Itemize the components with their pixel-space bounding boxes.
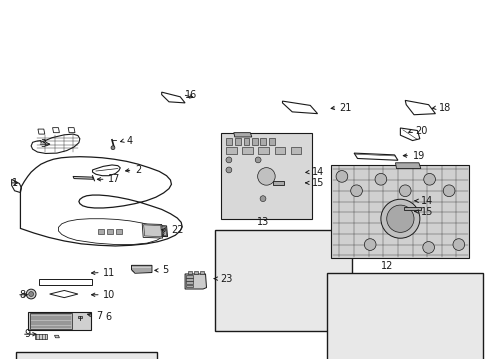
Polygon shape (78, 316, 82, 318)
Polygon shape (274, 147, 285, 154)
Polygon shape (268, 138, 274, 145)
Circle shape (26, 289, 36, 299)
Text: 20: 20 (414, 126, 427, 135)
Polygon shape (395, 163, 420, 168)
Text: 2: 2 (135, 165, 141, 175)
Circle shape (452, 239, 464, 251)
Bar (16, 352, 157, 360)
Text: 22: 22 (171, 225, 183, 235)
Text: 14: 14 (311, 167, 324, 177)
Polygon shape (330, 165, 468, 258)
Polygon shape (55, 335, 59, 338)
Text: 9: 9 (24, 329, 30, 339)
Bar (326, 273, 482, 360)
Polygon shape (131, 265, 152, 273)
Circle shape (423, 174, 434, 185)
Circle shape (364, 239, 375, 251)
Text: 1: 1 (12, 178, 18, 188)
Polygon shape (146, 225, 167, 237)
Text: 12: 12 (380, 261, 392, 271)
Circle shape (380, 199, 419, 238)
Polygon shape (143, 225, 162, 237)
Text: 13: 13 (256, 217, 268, 227)
Polygon shape (142, 224, 163, 238)
Circle shape (386, 205, 413, 232)
Polygon shape (184, 274, 206, 289)
Polygon shape (35, 334, 47, 338)
Circle shape (374, 174, 386, 185)
Text: 3: 3 (40, 139, 46, 149)
Polygon shape (272, 181, 284, 185)
Bar (39, 279, 91, 285)
Text: 5: 5 (162, 265, 167, 275)
Polygon shape (243, 138, 249, 145)
Text: 16: 16 (184, 90, 197, 100)
Circle shape (350, 185, 362, 197)
Text: 23: 23 (220, 274, 232, 284)
Circle shape (442, 185, 454, 197)
Text: 15: 15 (420, 207, 432, 217)
Polygon shape (30, 314, 71, 329)
Polygon shape (98, 229, 104, 234)
Polygon shape (148, 226, 166, 235)
Circle shape (225, 157, 231, 163)
Text: 19: 19 (412, 150, 424, 161)
Polygon shape (260, 138, 265, 145)
Polygon shape (107, 229, 113, 234)
Polygon shape (193, 271, 197, 274)
Polygon shape (234, 138, 240, 145)
Polygon shape (258, 147, 268, 154)
Polygon shape (290, 147, 301, 154)
Polygon shape (225, 147, 236, 154)
Bar (215, 230, 351, 330)
Polygon shape (185, 285, 192, 287)
Text: 10: 10 (103, 290, 115, 300)
Text: 4: 4 (126, 136, 132, 145)
Circle shape (399, 185, 410, 197)
Text: 6: 6 (105, 312, 112, 322)
Polygon shape (116, 229, 122, 234)
Polygon shape (73, 176, 93, 179)
Polygon shape (225, 138, 231, 145)
Polygon shape (187, 271, 191, 274)
Text: 7: 7 (96, 311, 102, 320)
Polygon shape (199, 271, 203, 274)
Text: 21: 21 (339, 103, 351, 113)
Circle shape (335, 171, 347, 182)
Text: 18: 18 (438, 103, 451, 113)
Circle shape (260, 196, 265, 202)
Polygon shape (185, 282, 192, 284)
Text: 14: 14 (420, 196, 432, 206)
Polygon shape (28, 312, 91, 330)
Polygon shape (185, 278, 192, 281)
Polygon shape (221, 133, 311, 219)
Text: 17: 17 (108, 174, 120, 184)
Polygon shape (251, 138, 257, 145)
Text: 11: 11 (103, 267, 115, 278)
Polygon shape (404, 207, 420, 210)
Polygon shape (233, 133, 251, 137)
Circle shape (422, 242, 433, 253)
Text: 15: 15 (311, 178, 324, 188)
Polygon shape (185, 275, 192, 278)
Circle shape (257, 168, 275, 185)
Text: 8: 8 (20, 290, 25, 300)
Polygon shape (242, 147, 252, 154)
Circle shape (111, 146, 115, 150)
Circle shape (225, 167, 231, 173)
Circle shape (29, 292, 34, 297)
Circle shape (255, 157, 261, 163)
